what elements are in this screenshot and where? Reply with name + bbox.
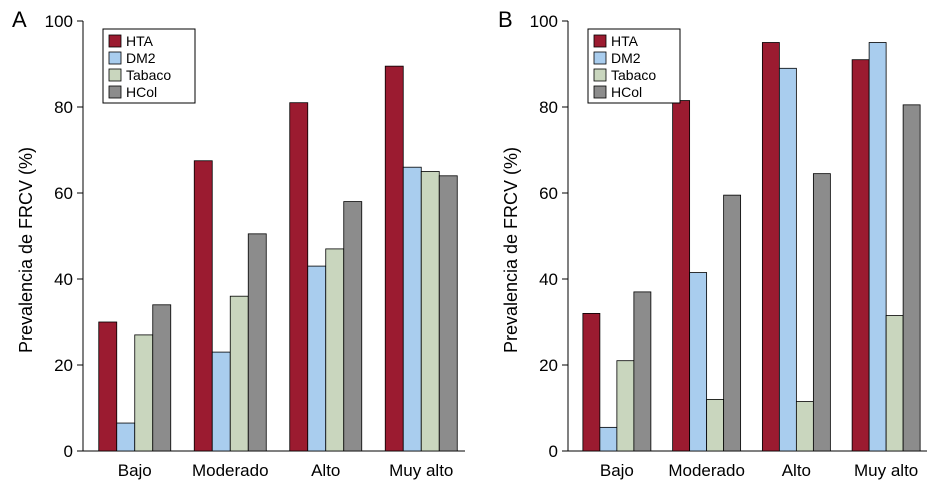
bar-dm2-alto xyxy=(778,67,797,452)
legend-label-hta: HTA xyxy=(611,33,639,49)
bar-hta-bajo xyxy=(582,312,601,452)
x-category-label: Moderado xyxy=(192,461,269,480)
x-category-label: Bajo xyxy=(118,461,152,480)
legend-label-hta: HTA xyxy=(126,33,154,49)
panel-label: B xyxy=(498,7,513,32)
legend-swatch-hta xyxy=(108,34,122,48)
bar-hta-muy-alto xyxy=(851,59,870,452)
bar-hta-alto xyxy=(289,102,309,452)
legend-swatch-hta xyxy=(593,34,607,48)
legend-label-tabaco: Tabaco xyxy=(611,67,656,83)
x-category-label: Bajo xyxy=(600,461,634,480)
bar-dm2-moderado xyxy=(211,351,231,452)
y-axis-title: Prevalencia de FRCV (%) xyxy=(16,147,36,353)
bar-dm2-moderado xyxy=(689,272,708,452)
legend-label-tabaco: Tabaco xyxy=(126,67,171,83)
legend-swatch-tabaco xyxy=(593,68,607,82)
y-axis-title: Prevalencia de FRCV (%) xyxy=(501,147,521,353)
x-category-label: Alto xyxy=(311,461,340,480)
y-tick-label: 40 xyxy=(54,270,73,289)
bar-tabaco-bajo xyxy=(616,360,635,452)
y-tick-label: 60 xyxy=(539,184,558,203)
chart-panel-a: A 0 20 40 60 80 100 Prevalencia de FRCV (%) Bajo… xyxy=(12,7,465,480)
bar-hcol-alto xyxy=(812,173,831,452)
legend-label-dm2: DM2 xyxy=(126,50,156,66)
bar-hta-alto xyxy=(761,42,780,452)
bar-hcol-moderado xyxy=(723,194,742,452)
y-tick-label: 40 xyxy=(539,270,558,289)
y-tick-label: 80 xyxy=(539,98,558,117)
bar-hta-bajo xyxy=(98,321,118,452)
y-tick-label: 100 xyxy=(530,12,558,31)
y-tick-label: 0 xyxy=(64,442,73,461)
legend-label-dm2: DM2 xyxy=(611,50,641,66)
bar-hcol-muy-alto xyxy=(902,104,921,452)
legend-swatch-dm2 xyxy=(593,51,607,65)
legend-swatch-hcol xyxy=(593,85,607,99)
legend-swatch-hcol xyxy=(108,85,122,99)
bar-tabaco-alto xyxy=(325,248,345,452)
legend-label-hcol: HCol xyxy=(611,84,642,100)
bar-tabaco-moderado xyxy=(229,295,249,452)
bar-hcol-muy-alto xyxy=(438,175,458,452)
x-category-label: Muy alto xyxy=(389,461,453,480)
y-tick-label: 20 xyxy=(54,356,73,375)
bar-tabaco-muy-alto xyxy=(420,171,440,452)
x-category-label: Muy alto xyxy=(854,461,918,480)
panel-label: A xyxy=(12,7,27,32)
legend-swatch-dm2 xyxy=(108,51,122,65)
bar-hta-moderado xyxy=(672,100,691,452)
bar-hcol-alto xyxy=(343,201,363,452)
bar-tabaco-moderado xyxy=(706,398,725,452)
y-tick-label: 0 xyxy=(549,442,558,461)
y-tick-label: 100 xyxy=(45,12,73,31)
bar-dm2-muy-alto xyxy=(868,42,887,452)
y-tick-label: 80 xyxy=(54,98,73,117)
chart-panel-b: B 0 20 40 60 80 100 Prevalencia de FRCV (%) Bajo… xyxy=(498,7,927,480)
bar-tabaco-bajo xyxy=(134,334,154,452)
bar-hta-moderado xyxy=(193,160,213,452)
bar-tabaco-muy-alto xyxy=(885,315,904,452)
legend-label-hcol: HCol xyxy=(126,84,157,100)
bar-hta-muy-alto xyxy=(384,65,404,452)
y-tick-label: 60 xyxy=(54,184,73,203)
bar-dm2-muy-alto xyxy=(402,166,422,452)
bar-hcol-bajo xyxy=(152,304,172,452)
bar-hcol-bajo xyxy=(633,291,652,452)
x-category-label: Alto xyxy=(782,461,811,480)
bar-hcol-moderado xyxy=(247,233,267,452)
y-tick-label: 20 xyxy=(539,356,558,375)
bar-dm2-bajo xyxy=(116,422,136,452)
x-category-label: Moderado xyxy=(668,461,745,480)
bar-dm2-bajo xyxy=(599,426,618,452)
bar-tabaco-alto xyxy=(795,401,814,452)
legend-swatch-tabaco xyxy=(108,68,122,82)
bar-dm2-alto xyxy=(307,265,327,452)
